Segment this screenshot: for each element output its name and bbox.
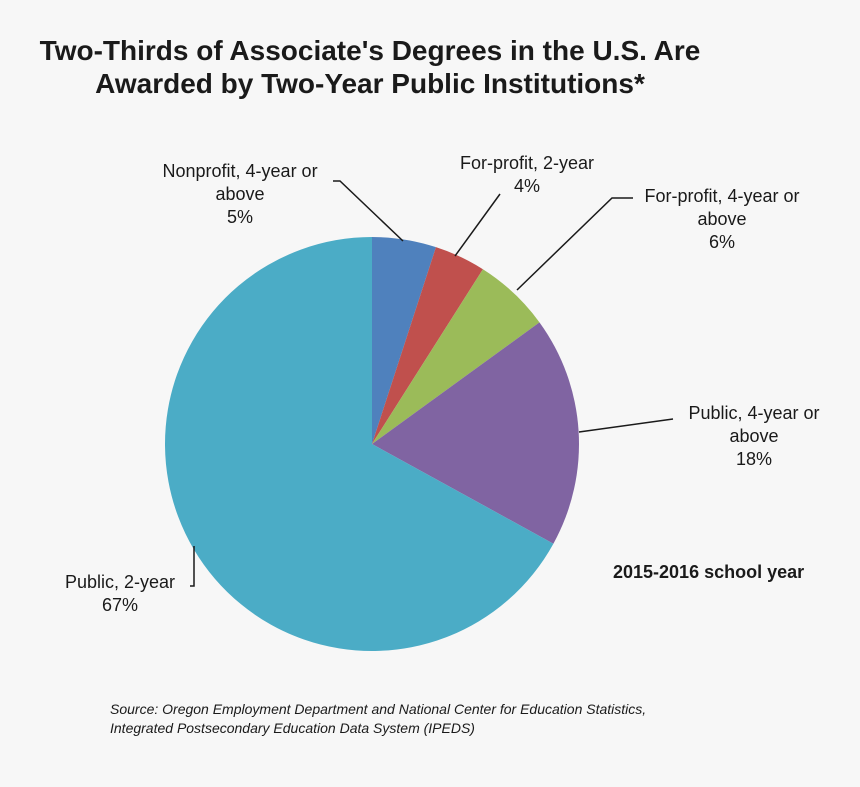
data-label-percent: 4% <box>514 176 541 196</box>
source-line-2: Integrated Postsecondary Education Data … <box>110 720 475 736</box>
data-label: Public, 2-year 67% <box>65 571 175 617</box>
data-label: Public, 4-year or above 18% <box>689 402 820 471</box>
data-label-text: Public, 2-year <box>65 572 176 592</box>
leader-line <box>190 546 195 587</box>
source-line-1: Source: Oregon Employment Department and… <box>110 701 647 717</box>
source-note: Source: Oregon Employment Department and… <box>110 700 646 738</box>
data-label-text: Nonprofit, 4-year or <box>162 161 318 181</box>
data-label: For-profit, 2-year 4% <box>460 152 594 198</box>
pie-slice-nonprofit-4-year-or-above <box>372 237 436 444</box>
data-label-text: Public, 4-year or <box>688 403 820 423</box>
data-label: For-profit, 4-year or above 6% <box>645 185 800 254</box>
data-label-percent: 5% <box>227 207 254 227</box>
data-label-text: For-profit, 2-year <box>460 153 595 173</box>
leader-line <box>333 180 404 242</box>
leader-line <box>516 197 633 291</box>
data-label-text: above <box>215 184 265 204</box>
data-label-text: above <box>697 209 747 229</box>
data-label-text: above <box>729 426 779 446</box>
chart-title-line-2: Awarded by Two-Year Public Institutions* <box>95 68 645 99</box>
pie-slice-public-4-year-or-above <box>372 322 580 544</box>
leader-line <box>454 193 501 257</box>
school-year-note: 2015-2016 school year <box>613 562 805 582</box>
pie-slice-for-profit-2-year <box>372 247 483 444</box>
chart-title: Two-Thirds of Associate's Degrees in the… <box>0 34 740 100</box>
data-label-text: For-profit, 4-year or <box>644 186 800 206</box>
pie-slice-for-profit-4-year-or-above <box>372 269 540 444</box>
leader-line <box>578 418 674 433</box>
data-label-percent: 18% <box>736 449 773 469</box>
data-label: Nonprofit, 4-year or above 5% <box>163 160 318 229</box>
pie-slice-public-2-year <box>165 237 554 651</box>
chart-title-line-1: Two-Thirds of Associate's Degrees in the… <box>39 35 701 66</box>
data-label-percent: 67% <box>102 595 139 615</box>
data-label-percent: 6% <box>709 232 736 252</box>
